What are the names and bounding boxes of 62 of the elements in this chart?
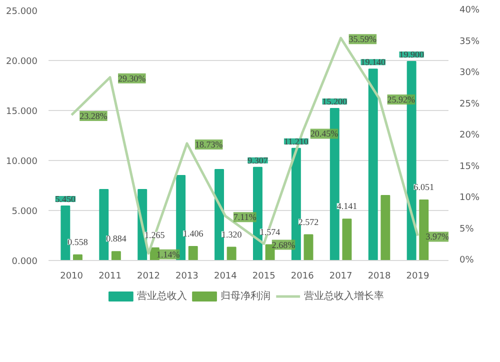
bar: [368, 68, 378, 260]
y2-tick-label: 25%: [460, 99, 480, 110]
x-tick-label: 2018: [368, 272, 391, 282]
data-label: 15.200: [322, 96, 348, 106]
bar: [226, 246, 236, 260]
y2-tick-label: 0%: [460, 256, 474, 266]
y-tick-label: 0.000: [12, 257, 38, 267]
x-tick-label: 2017: [329, 272, 352, 282]
x-tick-label: 2012: [137, 272, 160, 282]
bar: [342, 218, 352, 260]
legend-label: 营业总收入增长率: [304, 290, 384, 302]
y-tick-label: 20.000: [6, 57, 38, 67]
data-label: 2.68%: [272, 240, 296, 250]
x-tick-label: 2011: [98, 272, 122, 282]
legend-label: 归母净利润: [220, 290, 270, 302]
data-label: 20.45%: [310, 128, 339, 139]
data-label: 9.307: [248, 155, 268, 166]
data-label: 1.574: [260, 226, 281, 237]
data-label: 5.450: [55, 194, 76, 204]
data-label: 1.320: [221, 229, 242, 240]
data-label: 3.97%: [426, 232, 450, 242]
data-label: 2.572: [298, 216, 319, 227]
x-tick-label: 2014: [214, 272, 238, 282]
data-label: 7.11%: [233, 212, 257, 222]
data-label: 29.30%: [118, 73, 146, 84]
data-label: 19.140: [360, 57, 386, 68]
y2-tick-label: 10%: [460, 193, 480, 203]
bar: [111, 251, 121, 260]
data-label: 23.28%: [80, 111, 108, 121]
y-tick-label: 10.000: [6, 157, 38, 167]
bar: [188, 246, 198, 260]
y2-tick-label: 35%: [460, 36, 480, 47]
data-label: 4.141: [336, 201, 358, 212]
data-label: 25.92%: [387, 94, 416, 104]
bar: [304, 234, 314, 260]
bar: [73, 254, 82, 260]
x-tick-label: 2015: [252, 272, 276, 282]
x-tick-label: 2013: [176, 272, 198, 282]
y2-tick-label: 30%: [460, 68, 480, 78]
data-label: 0.884: [106, 234, 127, 244]
y-tick-label: 15.000: [6, 107, 38, 117]
bar: [214, 169, 224, 260]
data-label: 1.265: [144, 230, 166, 240]
y2-tick-label: 15%: [460, 162, 480, 172]
y2-tick-label: 40%: [460, 6, 480, 16]
x-tick-label: 2016: [290, 272, 314, 282]
data-label: 18.73%: [194, 139, 224, 150]
y2-tick-label: 5%: [460, 224, 474, 234]
legend-label: 营业总收入: [136, 290, 187, 302]
bar: [380, 195, 390, 260]
x-tick-label: 2010: [60, 272, 84, 282]
data-label: 35.59%: [348, 34, 378, 44]
data-label: 6.051: [414, 182, 434, 192]
data-label: 0.558: [68, 236, 88, 247]
y-tick-label: 25.000: [6, 7, 38, 17]
y-tick-label: 5.000: [12, 207, 38, 217]
y2-tick-label: 20%: [460, 130, 480, 140]
data-label: 1.14%: [156, 249, 180, 260]
data-label: 1.406: [182, 228, 204, 238]
x-tick-label: 2019: [406, 272, 430, 282]
data-label: 19.900: [399, 50, 424, 60]
data-label: 11.210: [284, 136, 309, 146]
